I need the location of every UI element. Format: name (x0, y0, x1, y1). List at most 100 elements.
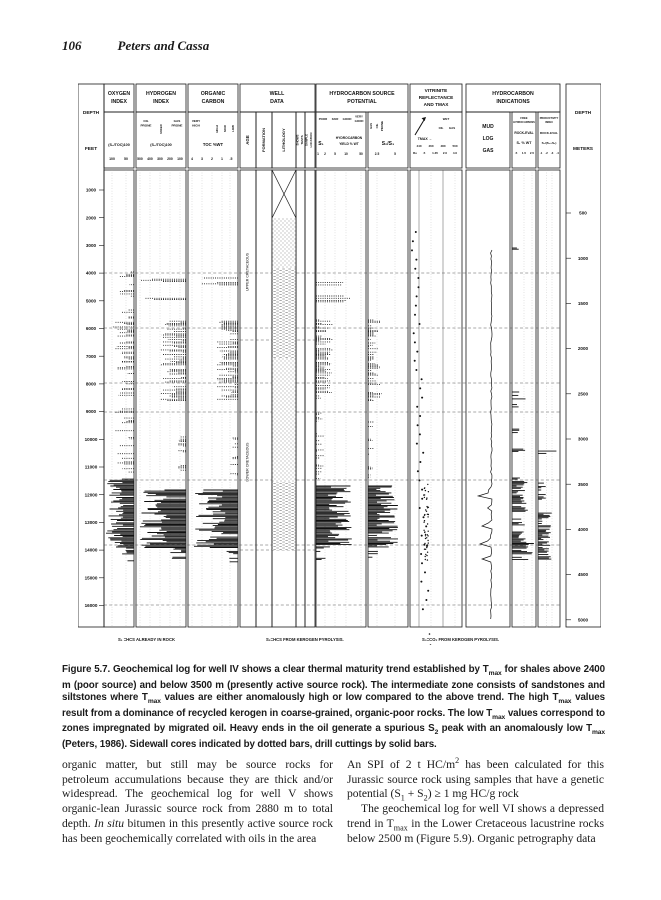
body-column-left: organic matter, but still may be source … (62, 758, 333, 846)
svg-text:11000: 11000 (85, 465, 98, 470)
svg-text:INDICATIONS: INDICATIONS (496, 99, 530, 105)
svg-text:DEPTH: DEPTH (575, 110, 592, 116)
svg-text:YIELD % WT: YIELD % WT (339, 142, 359, 146)
svg-text:ORGANIC: ORGANIC (201, 91, 226, 97)
track-hydrogen-index (140, 278, 186, 559)
svg-text:3000: 3000 (86, 243, 97, 248)
svg-text:5000: 5000 (578, 617, 589, 622)
svg-text:2: 2 (211, 157, 213, 161)
body-column-right: An SPI of 2 t HC/m2 has been calculated … (347, 757, 604, 846)
track-oxygen-index (106, 271, 134, 562)
svg-text:AND TMAX: AND TMAX (424, 102, 450, 107)
svg-text:ROCK-EVAL: ROCK-EVAL (540, 131, 558, 135)
svg-text:12000: 12000 (85, 492, 98, 497)
svg-text:GOOD: GOOD (343, 117, 352, 121)
svg-text:FORMATION: FORMATION (261, 128, 266, 152)
svg-text:200: 200 (167, 157, 173, 161)
svg-text:REFLECTANCE: REFLECTANCE (419, 95, 454, 100)
svg-text:5: 5 (334, 152, 336, 156)
svg-text:500: 500 (579, 211, 587, 216)
svg-text:INDEX: INDEX (153, 99, 169, 105)
page-number: 106 (62, 38, 82, 53)
svg-text:13000: 13000 (85, 520, 98, 525)
track-productivity-index (538, 450, 557, 560)
svg-text:(S₃/TOC)100: (S₃/TOC)100 (108, 143, 130, 147)
svg-text:WET: WET (443, 117, 450, 121)
svg-text:S₁/(S₁+S₂): S₁/(S₁+S₂) (542, 141, 557, 145)
svg-text:16000: 16000 (85, 603, 98, 608)
svg-text:2500: 2500 (578, 391, 589, 396)
paragraph: The geochemical log for well VI shows a … (347, 802, 604, 845)
paragraph: organic matter, but still may be source … (62, 758, 334, 845)
svg-text:.5: .5 (230, 157, 233, 161)
svg-text:INDEX: INDEX (111, 99, 127, 105)
svg-text:2000: 2000 (578, 346, 589, 351)
svg-text:4000: 4000 (578, 527, 589, 532)
svg-text:HYDROCARBON: HYDROCARBON (336, 136, 363, 140)
svg-text:10000: 10000 (85, 437, 98, 442)
svg-text:4.0: 4.0 (453, 151, 458, 155)
svg-text:500: 500 (452, 144, 457, 148)
svg-text:UPPER CRETACEOUS: UPPER CRETACEOUS (246, 252, 250, 291)
svg-text:5: 5 (394, 152, 396, 156)
page-header: 106 Peters and Cassa (62, 38, 209, 54)
svg-text:3000: 3000 (578, 437, 589, 442)
svg-text:VERY: VERY (192, 119, 201, 123)
svg-text:LOCATION: LOCATION (309, 133, 313, 148)
svg-text:GAS: GAS (174, 119, 181, 123)
svg-text:HYDROCARBON SOURCE: HYDROCARBON SOURCE (329, 91, 395, 97)
svg-text:OXYGEN: OXYGEN (108, 91, 130, 97)
svg-text:.5: .5 (515, 151, 518, 155)
svg-text:1: 1 (317, 152, 319, 156)
svg-text:14000: 14000 (85, 548, 98, 553)
figure-caption: Figure 5.7. Geochemical log for well IV … (62, 664, 606, 751)
svg-text:CARBON: CARBON (202, 99, 225, 105)
svg-text:.3: .3 (551, 151, 554, 155)
svg-text:S₃=CO₂ FROM KEROGEN PYROLYSIS: S₃=CO₂ FROM KEROGEN PYROLYSIS. (422, 637, 499, 642)
svg-text:MOD: MOD (223, 124, 227, 132)
svg-text:.4: .4 (556, 151, 559, 155)
svg-text:OIL: OIL (375, 123, 379, 128)
svg-text:S₂/S₃: S₂/S₃ (382, 141, 395, 147)
svg-text:HIGH: HIGH (192, 124, 201, 128)
svg-text:1000: 1000 (86, 188, 97, 193)
svg-text:POTENTIAL: POTENTIAL (347, 99, 377, 105)
svg-text:LOG: LOG (483, 136, 494, 142)
svg-text:1500: 1500 (578, 301, 589, 306)
svg-text:GAS: GAS (369, 123, 373, 129)
svg-text:100: 100 (177, 157, 183, 161)
svg-text:4000: 4000 (86, 271, 97, 276)
svg-text:8000: 8000 (86, 382, 97, 387)
svg-text:.1: .1 (540, 151, 543, 155)
svg-text:SHOWS: SHOWS (296, 134, 300, 145)
svg-text:POOR: POOR (319, 117, 328, 121)
svg-text:MIXED: MIXED (159, 123, 163, 133)
column-headers: DEPTH FEET OXYGEN INDEX (S₃/TOC)100 100 50 HYDR… (83, 88, 594, 642)
svg-text:GAS: GAS (449, 126, 455, 130)
track-organic-carbon (194, 277, 238, 563)
svg-text:LOWER CRETACEOUS: LOWER CRETACEOUS (246, 442, 250, 481)
svg-text:300: 300 (157, 157, 163, 161)
svg-text:.5: .5 (423, 151, 426, 155)
svg-text:WELL: WELL (270, 91, 286, 97)
scale-gridlines (111, 170, 553, 627)
running-head: Peters and Cassa (117, 38, 210, 53)
svg-text:1.5: 1.5 (522, 151, 527, 155)
svg-text:400: 400 (147, 157, 153, 161)
svg-text:2: 2 (324, 152, 326, 156)
svg-text:480: 480 (440, 144, 445, 148)
svg-text:S₂=HCS FROM KEROGEN PYROLYSI: S₂=HCS FROM KEROGEN PYROLYSIS. (266, 637, 344, 642)
svg-text:9000: 9000 (86, 409, 97, 414)
svg-text:500: 500 (137, 157, 143, 161)
svg-text:3: 3 (201, 157, 203, 161)
svg-text:5000: 5000 (86, 298, 97, 303)
svg-text:LOW: LOW (231, 125, 235, 132)
geochemical-log-chart: 1000 2000 3000 4000 5000 6000 7000 8000 9000 1000… (78, 83, 601, 645)
svg-text:6000: 6000 (86, 326, 97, 331)
svg-text:15000: 15000 (85, 575, 98, 580)
mud-log-gas-trace (476, 249, 493, 620)
svg-text:TMAX →: TMAX → (418, 137, 432, 141)
svg-text:PRONE: PRONE (171, 124, 182, 128)
svg-text:4500: 4500 (578, 572, 589, 577)
